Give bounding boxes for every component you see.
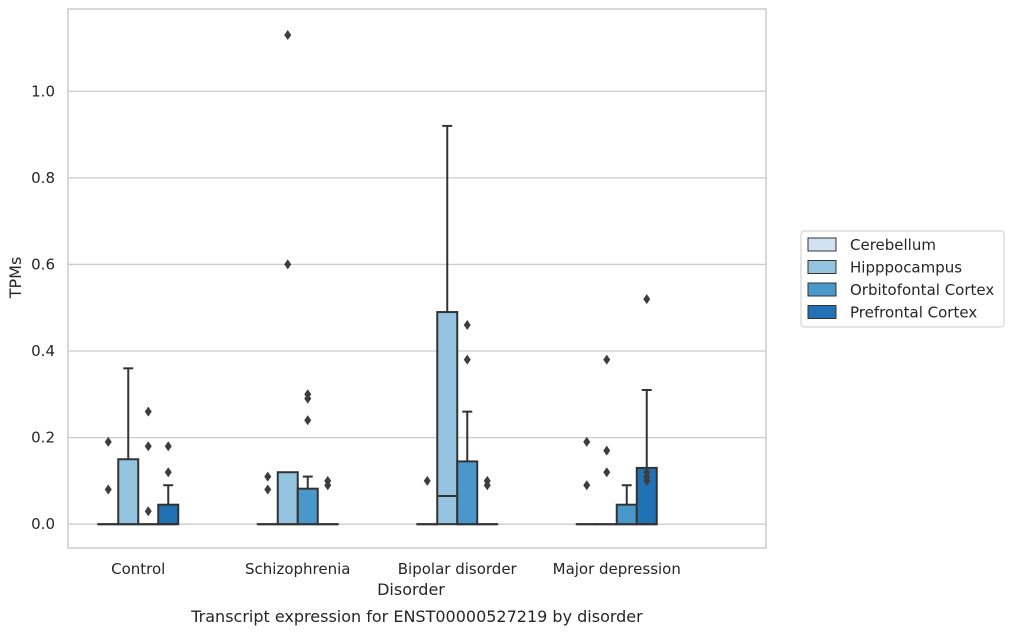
y-tick-label: 1.0	[31, 82, 55, 100]
outlier-point	[423, 475, 431, 486]
outlier-point	[483, 475, 491, 486]
outlier-point	[603, 445, 611, 456]
x-tick-label: Schizophrenia	[245, 560, 350, 578]
legend-label: Cerebellum	[850, 236, 936, 254]
chart-caption: Transcript expression for ENST0000052721…	[190, 607, 643, 626]
box-body	[436, 311, 459, 526]
legend-frame	[800, 230, 1005, 328]
box-cerebellum	[97, 436, 120, 526]
box-prefrontal-cortex	[316, 475, 339, 526]
outlier-point	[583, 480, 591, 491]
legend-label: Orbitofontal Cortex	[850, 281, 994, 299]
outlier-point	[643, 467, 651, 478]
box-body	[615, 503, 638, 526]
box-hipppocampus	[276, 29, 299, 526]
legend-label: Hipppocampus	[850, 259, 962, 277]
y-axis-ticks: 0.0 0.2 0.4 0.6 0.8 1.0	[31, 82, 55, 533]
outlier-point	[284, 29, 292, 40]
box-cerebellum	[256, 471, 279, 526]
outlier-point	[144, 406, 152, 417]
box-orbitofontal-cortex	[137, 406, 160, 526]
plot-area-frame	[67, 8, 767, 549]
outlier-point	[104, 436, 112, 447]
legend-swatch	[807, 305, 837, 319]
box-orbitofontal-cortex	[456, 320, 479, 526]
legend-swatch	[807, 282, 837, 297]
box-cerebellum	[416, 475, 439, 526]
legend-label: Prefrontal Cortex	[850, 304, 977, 322]
outlier-point	[264, 471, 272, 482]
x-tick-label: Control	[111, 560, 165, 578]
box-hipppocampus	[436, 124, 459, 526]
legend: Cerebellum Hipppocampus Orbitofontal Corte…	[800, 230, 1005, 328]
box-body	[276, 471, 299, 526]
x-axis-label: Disorder	[377, 580, 445, 599]
outlier-point	[643, 294, 651, 305]
y-axis-label: TPMs	[6, 257, 25, 300]
x-tick-label: Bipolar disorder	[398, 560, 518, 578]
x-tick-label: Major depression	[553, 560, 681, 578]
outlier-point	[264, 484, 272, 495]
outlier-point	[324, 475, 332, 486]
outlier-point	[463, 320, 471, 331]
box-prefrontal-cortex	[157, 441, 180, 526]
y-tick-label: 0.4	[31, 342, 55, 360]
outlier-point	[603, 354, 611, 365]
outlier-point	[603, 467, 611, 478]
y-tick-label: 0.0	[31, 515, 55, 533]
gridlines	[68, 90, 766, 525]
y-tick-label: 0.6	[31, 255, 55, 273]
boxes	[97, 29, 658, 526]
outlier-point	[284, 259, 292, 270]
box-cerebellum	[575, 436, 598, 526]
legend-swatch	[807, 260, 837, 274]
outlier-point	[583, 436, 591, 447]
box-orbitofontal-cortex	[615, 484, 638, 526]
box-body	[157, 503, 180, 526]
outlier-point	[463, 354, 471, 365]
outlier-point	[164, 441, 172, 452]
legend-swatch	[807, 237, 837, 252]
outlier-point	[304, 415, 312, 426]
outlier-point	[304, 389, 312, 400]
box-orbitofontal-cortex	[296, 389, 319, 526]
y-tick-label: 0.8	[31, 169, 55, 187]
outlier-point	[144, 506, 152, 517]
box-body	[456, 460, 479, 526]
box-prefrontal-cortex	[635, 294, 658, 526]
box-body	[117, 458, 140, 526]
outlier-point	[144, 441, 152, 452]
box-body	[296, 487, 319, 526]
x-axis-ticks: Control Schizophrenia Bipolar disorder Majo…	[111, 560, 681, 578]
outlier-point	[104, 484, 112, 495]
box-hipppocampus	[117, 367, 140, 526]
y-tick-label: 0.2	[31, 429, 55, 447]
box-hipppocampus	[595, 354, 618, 526]
box-prefrontal-cortex	[476, 475, 499, 526]
outlier-point	[164, 467, 172, 478]
